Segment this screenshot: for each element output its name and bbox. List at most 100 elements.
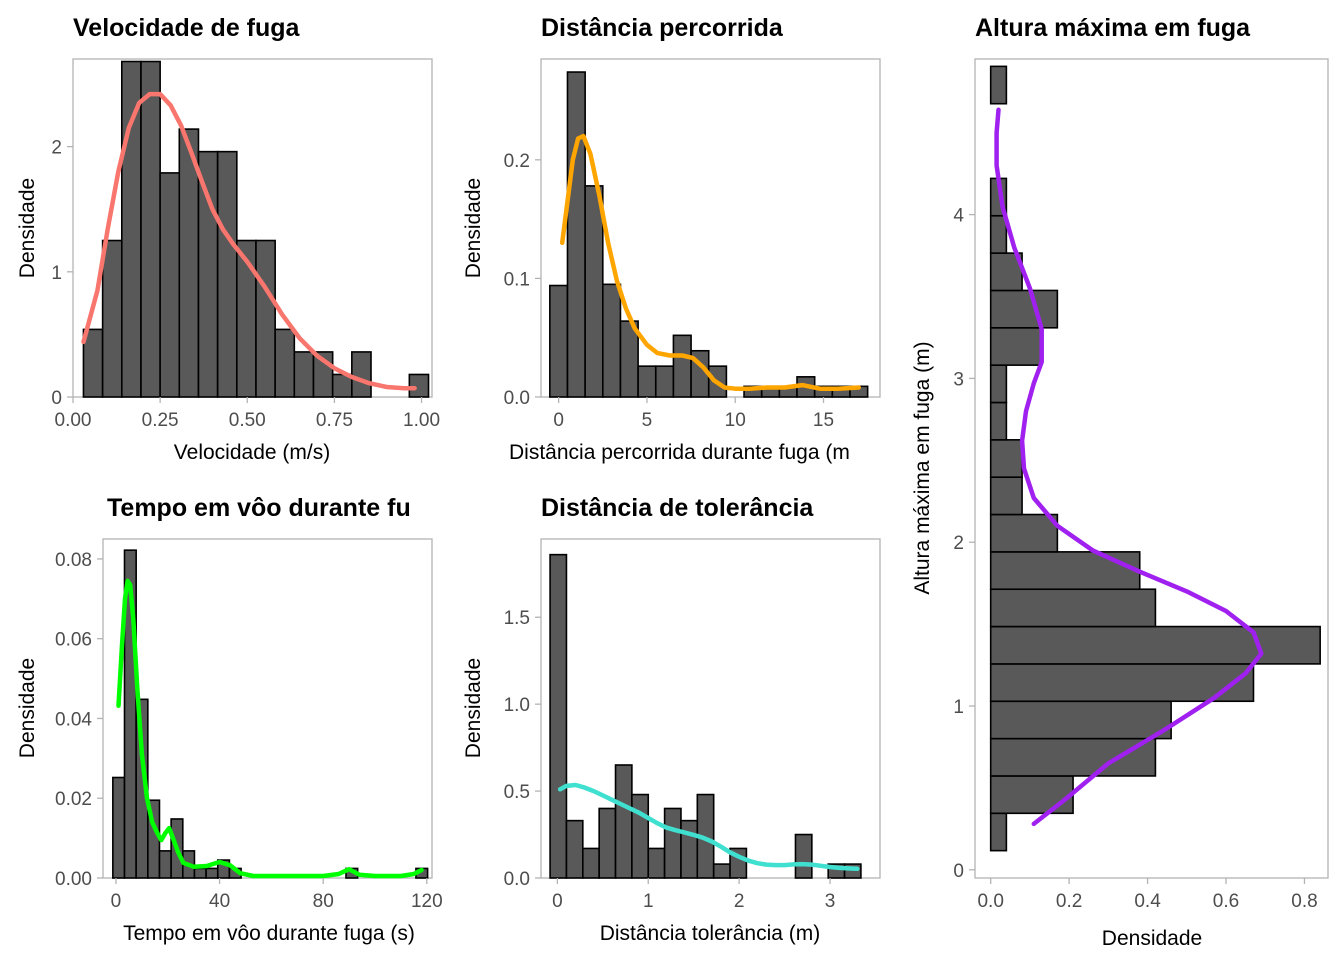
altura-maxima-bar-5 bbox=[989, 625, 1321, 665]
altura-maxima-ylabel: Altura máxima em fuga (m) bbox=[911, 341, 934, 594]
altura-maxima-bar-1 bbox=[989, 775, 1074, 815]
tempo-voo-density-curve bbox=[116, 578, 424, 879]
tempo-voo-bar-8 bbox=[205, 867, 219, 879]
velocidade-bar-10 bbox=[274, 328, 296, 398]
velocidade-ylabel: Densidade bbox=[16, 178, 39, 278]
tempo-voo-ytick-label-3: 0.06 bbox=[55, 630, 92, 651]
altura-maxima-ytick-label-3: 3 bbox=[953, 369, 964, 390]
distancia-percorrida-bar-2 bbox=[584, 185, 604, 398]
tempo-voo-title: Tempo em vôo durante fu bbox=[107, 494, 411, 522]
distancia-percorrida-xtick-label-3: 15 bbox=[813, 410, 834, 431]
panel-distancia-percorrida: 0 5 10 15 0.0 0.1 0.2 Distância percorrida Distâ… bbox=[462, 14, 881, 464]
velocidade-bar-1 bbox=[101, 239, 123, 398]
distancia-percorrida-ytick-label-1: 0.1 bbox=[504, 269, 530, 290]
altura-maxima-bar-16 bbox=[989, 214, 1008, 254]
distancia-tolerancia-bar-15 bbox=[794, 833, 813, 879]
distancia-percorrida-xtick-label-2: 10 bbox=[725, 410, 746, 431]
distancia-percorrida-bar-7 bbox=[672, 334, 692, 398]
altura-maxima-xtick-label-4: 0.8 bbox=[1291, 891, 1317, 912]
altura-maxima-xtick-label-1: 0.2 bbox=[1056, 891, 1082, 912]
distancia-percorrida-bar-5 bbox=[637, 365, 657, 398]
panel-altura-maxima: 0.0 0.2 0.4 0.6 0.8 0 1 2 3 4 Altura máxima em fug… bbox=[911, 14, 1329, 950]
distancia-tolerancia-bar-2 bbox=[582, 847, 600, 879]
distancia-tolerancia-ytick-label-2: 1.0 bbox=[504, 695, 530, 716]
velocidade-bar-4 bbox=[159, 172, 181, 398]
velocidade-density-curve bbox=[81, 91, 417, 391]
distancia-percorrida-ytick-label-2: 0.2 bbox=[504, 151, 530, 172]
distancia-tolerancia-xtick-label-0: 0 bbox=[552, 891, 563, 912]
distancia-tolerancia-title: Distância de tolerância bbox=[541, 494, 814, 522]
distancia-percorrida-bar-6 bbox=[654, 365, 675, 398]
distancia-percorrida-xlabel: Distância percorrida durante fuga (m bbox=[509, 441, 850, 464]
distancia-percorrida-xtick-label-1: 5 bbox=[642, 410, 653, 431]
distancia-tolerancia-bar-5 bbox=[631, 793, 650, 879]
velocidade-xtick-label-1: 0.25 bbox=[142, 410, 179, 431]
altura-maxima-bar-3 bbox=[989, 700, 1172, 740]
distancia-tolerancia-density-curve bbox=[557, 782, 860, 872]
distancia-tolerancia-bar-3 bbox=[598, 807, 617, 879]
distancia-tolerancia-ytick-label-1: 0.5 bbox=[504, 782, 530, 803]
tempo-voo-ytick-label-1: 0.02 bbox=[55, 789, 92, 810]
velocidade-bar-17 bbox=[408, 373, 430, 398]
altura-maxima-bar-4 bbox=[989, 663, 1255, 703]
distancia-tolerancia-bar-10 bbox=[712, 863, 731, 879]
altura-maxima-ytick-label-1: 1 bbox=[953, 697, 964, 718]
velocidade-title: Velocidade de fuga bbox=[73, 14, 301, 42]
altura-maxima-bar-7 bbox=[989, 551, 1141, 591]
distancia-tolerancia-ytick-label-3: 1.5 bbox=[504, 608, 530, 629]
distancia-tolerancia-xtick-label-2: 2 bbox=[734, 891, 745, 912]
altura-maxima-bar-0 bbox=[989, 812, 1008, 852]
altura-maxima-bar-13 bbox=[989, 326, 1043, 366]
velocidade-bar-3 bbox=[140, 60, 161, 398]
velocidade-xtick-label-3: 0.75 bbox=[316, 410, 353, 431]
velocidade-ytick-label-0: 0 bbox=[51, 388, 62, 409]
tempo-voo-xtick-label-0: 0 bbox=[111, 891, 122, 912]
altura-maxima-bar-11 bbox=[989, 401, 1008, 441]
velocidade-xlabel: Velocidade (m/s) bbox=[174, 441, 330, 464]
velocidade-bar-9 bbox=[255, 239, 276, 398]
tempo-voo-ytick-label-4: 0.08 bbox=[55, 550, 92, 571]
altura-maxima-bar-9 bbox=[989, 476, 1023, 516]
altura-maxima-xtick-label-2: 0.4 bbox=[1134, 891, 1161, 912]
velocidade-bar-7 bbox=[216, 150, 238, 398]
distancia-percorrida-title: Distância percorrida bbox=[541, 14, 784, 42]
distancia-tolerancia-bar-1 bbox=[565, 819, 584, 879]
altura-maxima-xlabel: Densidade bbox=[1102, 927, 1202, 950]
distancia-tolerancia-bar-8 bbox=[680, 819, 699, 879]
velocidade-xtick-label-0: 0.00 bbox=[55, 410, 92, 431]
altura-maxima-bar-8 bbox=[989, 513, 1059, 553]
distancia-percorrida-ylabel: Densidade bbox=[462, 178, 485, 278]
altura-maxima-bar-6 bbox=[989, 588, 1157, 628]
altura-maxima-panel-frame bbox=[974, 58, 1329, 879]
velocidade-bar-2 bbox=[120, 60, 142, 398]
distancia-percorrida-ytick-label-0: 0.0 bbox=[504, 388, 530, 409]
tempo-voo-bar-0 bbox=[112, 776, 126, 879]
distancia-tolerancia-bar-7 bbox=[663, 807, 682, 879]
altura-maxima-density-curve bbox=[994, 107, 1264, 827]
tempo-voo-bar-4 bbox=[158, 850, 172, 879]
panel-distancia-tolerancia: 0 1 2 3 0.0 0.5 1.0 1.5 Distância de tolerância D… bbox=[462, 494, 881, 945]
distancia-percorrida-bar-1 bbox=[566, 71, 586, 398]
velocidade-xtick-label-2: 0.50 bbox=[229, 410, 266, 431]
tempo-voo-xtick-label-2: 80 bbox=[313, 891, 334, 912]
distancia-tolerancia-ylabel: Densidade bbox=[462, 658, 485, 758]
distancia-percorrida-xtick-label-0: 0 bbox=[553, 410, 564, 431]
velocidade-ytick-label-2: 2 bbox=[51, 138, 62, 159]
altura-maxima-bar-10 bbox=[989, 439, 1023, 478]
tempo-voo-bar-7 bbox=[193, 867, 207, 879]
distancia-tolerancia-xtick-label-1: 1 bbox=[643, 891, 654, 912]
velocidade-xtick-label-4: 1.00 bbox=[403, 410, 440, 431]
altura-maxima-xtick-label-3: 0.6 bbox=[1213, 891, 1239, 912]
altura-maxima-bar-2 bbox=[989, 737, 1157, 777]
tempo-voo-xtick-label-3: 120 bbox=[411, 891, 443, 912]
altura-maxima-title: Altura máxima em fuga bbox=[975, 14, 1251, 42]
altura-maxima-ytick-label-4: 4 bbox=[953, 206, 964, 227]
velocidade-bar-14 bbox=[351, 351, 372, 398]
velocidade-bar-6 bbox=[197, 150, 219, 398]
distancia-percorrida-bar-0 bbox=[549, 284, 569, 398]
distancia-percorrida-density-curve bbox=[559, 133, 862, 391]
tempo-voo-xlabel: Tempo em vôo durante fuga (s) bbox=[123, 922, 415, 945]
distancia-tolerancia-bar-6 bbox=[647, 847, 666, 879]
velocidade-bar-11 bbox=[293, 351, 315, 398]
panel-tempo-voo: 0 40 80 120 0.00 0.02 0.04 0.06 0.08 Tempo em vôo… bbox=[16, 494, 443, 945]
